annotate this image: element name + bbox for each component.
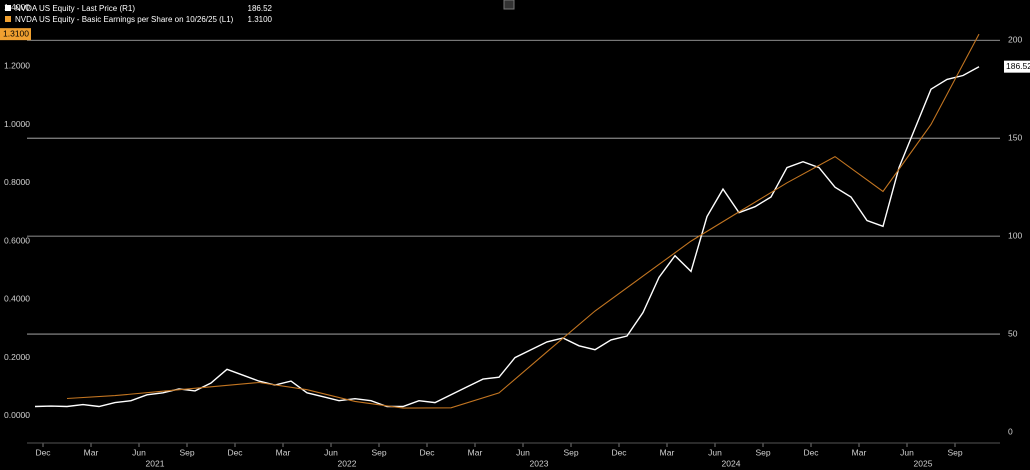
x-tick-label: Mar: [468, 447, 483, 457]
y-tick-label: 0.4000: [4, 294, 30, 304]
y2-tick-label: 50: [1008, 328, 1018, 338]
x-tick-label: Jun: [324, 447, 338, 457]
y2-tick-label: 200: [1008, 35, 1022, 45]
x-tick-label: Jun: [708, 447, 722, 457]
year-label: 2025: [914, 458, 933, 468]
y-tick-label: 0.0000: [4, 410, 30, 420]
x-tick-label: Jun: [516, 447, 530, 457]
last-value-label: 1.3100: [3, 28, 29, 38]
year-label: 2022: [338, 458, 357, 468]
legend-label: NVDA US Equity - Basic Earnings per Shar…: [15, 15, 234, 24]
y-tick-label: 1.4000: [4, 2, 30, 12]
y-tick-label: 0.6000: [4, 235, 30, 245]
year-label: 2024: [722, 458, 741, 468]
x-tick-label: Dec: [803, 447, 819, 457]
y2-tick-label: 100: [1008, 230, 1022, 240]
x-tick-label: Dec: [419, 447, 435, 457]
y-tick-label: 0.2000: [4, 352, 30, 362]
x-tick-label: Mar: [84, 447, 99, 457]
x-tick-label: Sep: [179, 447, 194, 457]
x-tick-label: Mar: [276, 447, 291, 457]
x-tick-label: Sep: [947, 447, 962, 457]
x-tick-label: Dec: [227, 447, 243, 457]
y-tick-label: 1.0000: [4, 119, 30, 129]
last-value-tag: [0, 28, 31, 41]
x-tick-label: Mar: [660, 447, 675, 457]
last-value-tag: [1004, 60, 1030, 73]
y-tick-label: 0.8000: [4, 177, 30, 187]
series-line: [66, 33, 980, 409]
x-tick-label: Sep: [755, 447, 770, 457]
x-tick-label: Sep: [371, 447, 386, 457]
series-line: [34, 66, 980, 408]
y2-tick-label: 0: [1008, 426, 1013, 436]
legend-swatch: [5, 5, 11, 11]
toolbar-icon[interactable]: [503, 0, 515, 10]
legend-value: 1.3100: [248, 15, 273, 24]
x-tick-label: Dec: [35, 447, 51, 457]
year-label: 2023: [530, 458, 549, 468]
year-label: 2021: [146, 458, 165, 468]
y2-tick-label: 150: [1008, 132, 1022, 142]
legend-value: 186.52: [248, 4, 273, 13]
x-tick-label: Mar: [852, 447, 867, 457]
x-tick-label: Sep: [563, 447, 578, 457]
legend-swatch: [5, 16, 11, 22]
x-tick-label: Jun: [900, 447, 914, 457]
legend-label: NVDA US Equity - Last Price (R1): [15, 4, 135, 13]
x-tick-label: Dec: [611, 447, 627, 457]
x-tick-label: Jun: [132, 447, 146, 457]
last-value-label: 186.52: [1006, 61, 1030, 71]
y-tick-label: 1.2000: [4, 60, 30, 70]
